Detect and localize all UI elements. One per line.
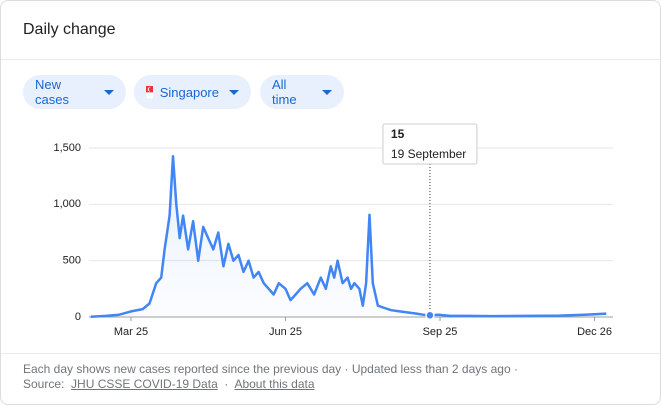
source-label: Source: — [23, 377, 65, 391]
y-tick-label: 500 — [63, 255, 81, 267]
chip-label: Singapore — [159, 84, 219, 100]
tooltip-date: 19 September — [391, 147, 466, 161]
x-tick-label: Mar 25 — [114, 326, 148, 338]
x-tick-label: Sep 25 — [423, 326, 458, 338]
divider — [1, 59, 660, 60]
y-tick-label: 0 — [75, 311, 81, 323]
flag — [146, 85, 153, 99]
tooltip-value: 15 — [391, 127, 405, 141]
y-tick-label: 1,500 — [53, 142, 81, 154]
footer-note: Each day shows new cases reported since … — [23, 362, 518, 376]
filter-chip[interactable]: Singapore — [134, 75, 251, 109]
tooltip: 15 19 September — [382, 123, 478, 165]
caret — [322, 89, 332, 95]
chip-label: New cases — [35, 77, 69, 107]
filter-chip[interactable]: New cases — [23, 75, 126, 109]
filter-chip[interactable]: All time — [260, 75, 344, 109]
separator: · — [224, 377, 229, 391]
chip-label: All time — [272, 77, 297, 107]
tooltip-box — [382, 123, 478, 165]
divider — [1, 353, 660, 354]
area — [90, 156, 607, 317]
x-tick-label: Dec 26 — [577, 326, 612, 338]
x-tick-label: Jun 25 — [269, 326, 302, 338]
card-title: Daily change — [23, 21, 116, 38]
footer: Each day shows new cases reported since … — [23, 362, 518, 392]
hover-point — [425, 310, 435, 321]
chart: 0 500 1,000 1,500 Mar 25 Jun 25 Sep 25 Dec 26 15… — [53, 123, 613, 338]
y-tick-label: 1,000 — [53, 198, 81, 210]
line — [90, 155, 607, 319]
caret — [104, 89, 114, 95]
footer-source: Source: JHU CSSE COVID-19 Data · About t… — [23, 377, 518, 392]
about-link[interactable]: About this data — [234, 377, 315, 391]
source-link[interactable]: JHU CSSE COVID-19 Data — [71, 377, 218, 391]
caret — [229, 89, 239, 95]
